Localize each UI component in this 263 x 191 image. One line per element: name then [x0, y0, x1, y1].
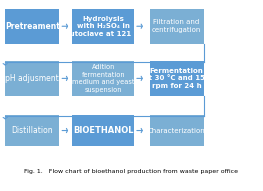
Bar: [150, 61, 204, 96]
Bar: [72, 115, 134, 146]
Text: BIOETHANOL: BIOETHANOL: [73, 126, 133, 135]
Bar: [5, 61, 59, 96]
Bar: [150, 9, 204, 44]
Text: Adition
fermentation
medium and yeast
suspension: Adition fermentation medium and yeast su…: [72, 64, 134, 93]
Bar: [5, 115, 59, 146]
Text: pH adjusment: pH adjusment: [6, 74, 59, 83]
Text: Fig. 1.   Flow chart of bioethanol production from waste paper office: Fig. 1. Flow chart of bioethanol product…: [24, 169, 239, 174]
Bar: [72, 61, 134, 96]
Text: Pretreament: Pretreament: [5, 22, 60, 31]
Text: Filtration and
centrifugation: Filtration and centrifugation: [152, 19, 201, 33]
Text: Characterization: Characterization: [148, 128, 205, 134]
Bar: [72, 9, 134, 44]
Text: Distillation: Distillation: [12, 126, 53, 135]
Text: Hydrolysis
with H₂SO₄ in
autoclave at 121 °C: Hydrolysis with H₂SO₄ in autoclave at 12…: [64, 16, 142, 37]
Bar: [5, 9, 59, 44]
Bar: [150, 115, 204, 146]
Text: Fermentation
at 30 °C and 150
rpm for 24 h: Fermentation at 30 °C and 150 rpm for 24…: [144, 68, 209, 89]
